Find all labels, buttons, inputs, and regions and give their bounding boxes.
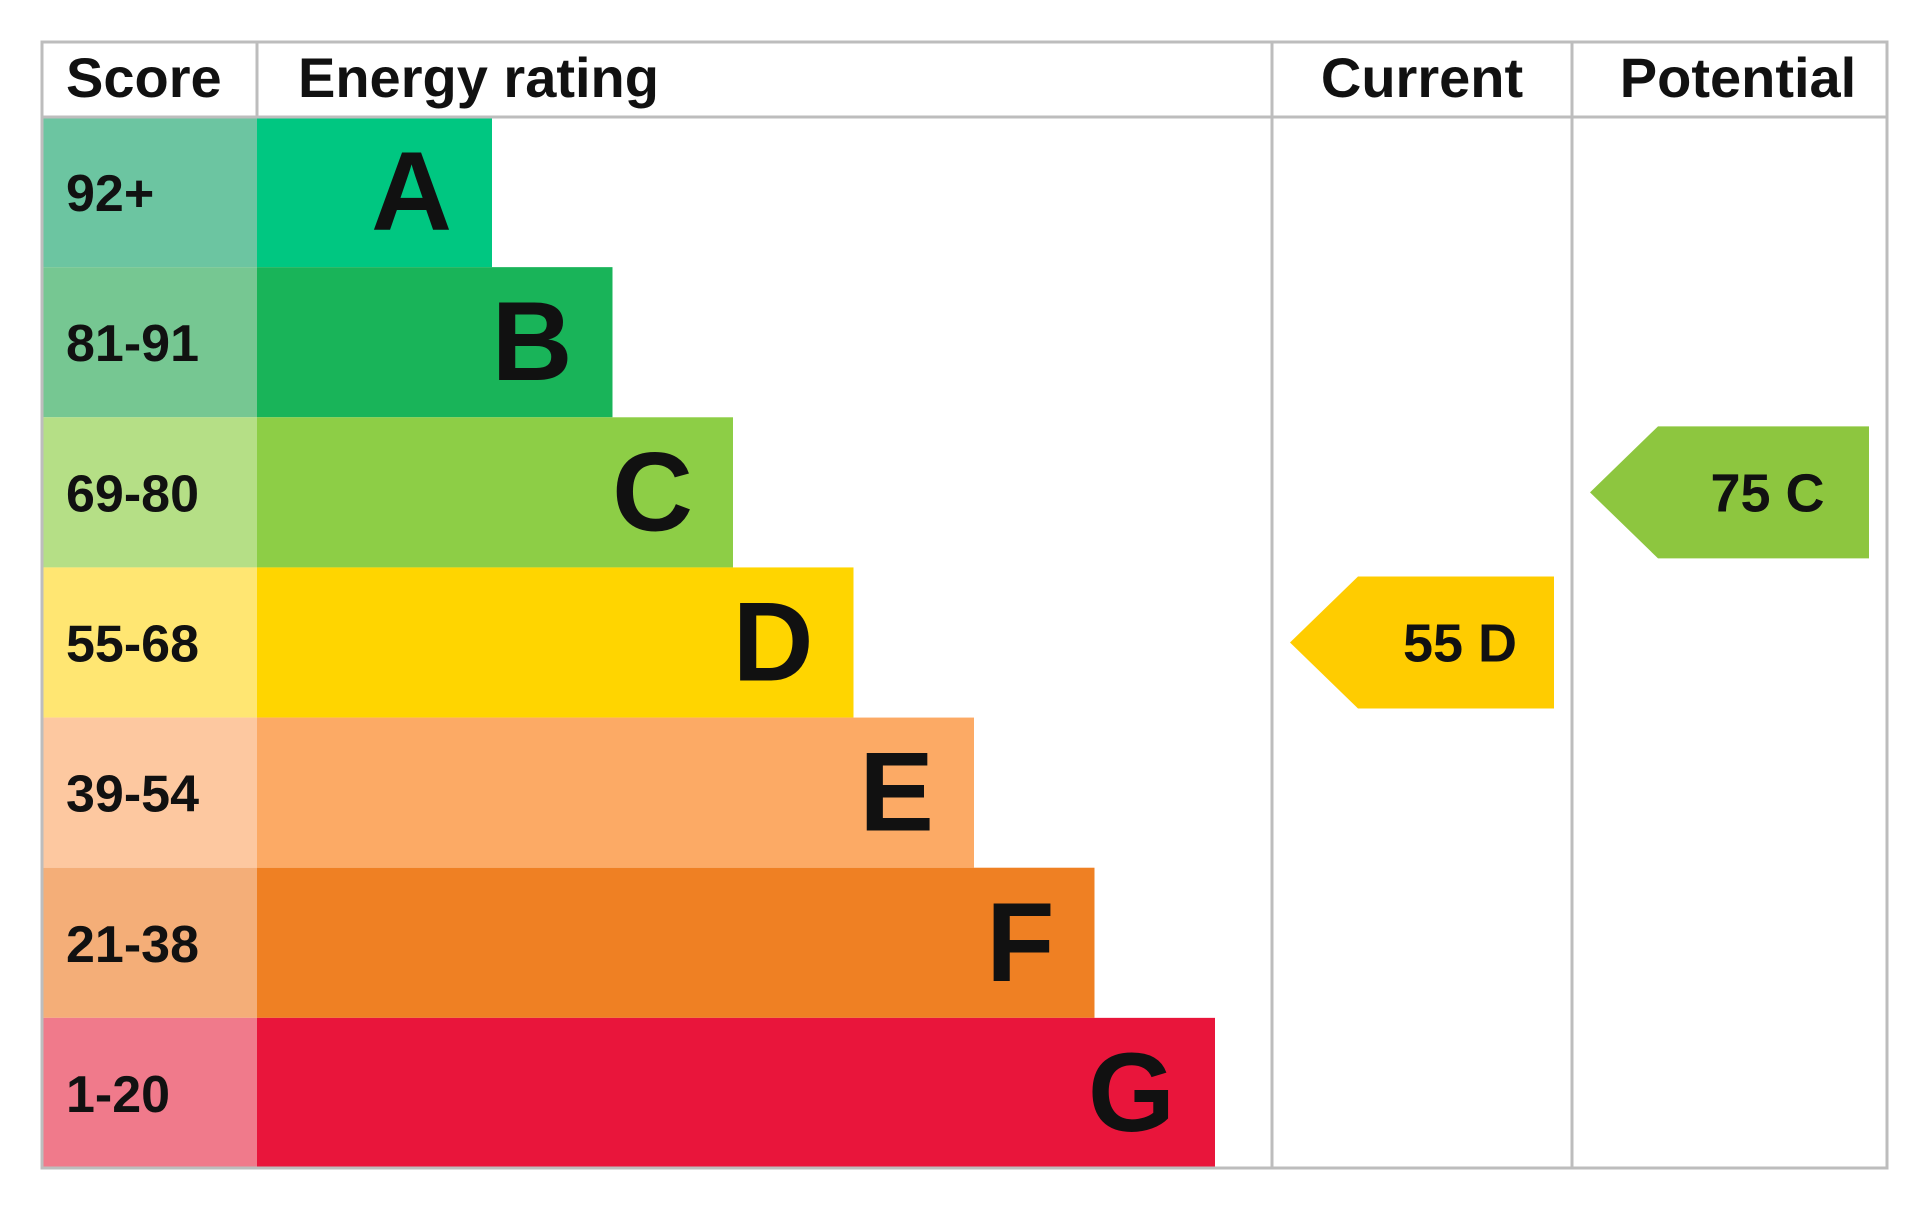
- table-grid: [40, 40, 1889, 1170]
- column-headers: Score Energy rating Current Potential: [66, 46, 1856, 109]
- rating-bar: [257, 117, 492, 268]
- score-range-label: 55-68: [66, 616, 199, 674]
- band-letter: E: [859, 730, 934, 855]
- band-row-c: 69-80 C: [42, 417, 733, 568]
- rating-bar: [257, 417, 733, 568]
- marker-label: 55 D: [1403, 614, 1517, 674]
- band-letter: D: [733, 580, 814, 705]
- score-cell: [42, 717, 257, 868]
- header-score: Score: [66, 46, 222, 109]
- score-range-label: 92+: [66, 165, 154, 223]
- score-range-label: 21-38: [66, 916, 199, 974]
- band-letter: B: [492, 279, 573, 404]
- score-cell: [42, 867, 257, 1018]
- score-range-label: 81-91: [66, 315, 199, 373]
- band-letter: A: [371, 129, 452, 254]
- rating-bar: [257, 267, 613, 418]
- band-letter: C: [612, 429, 693, 554]
- rating-bands: 92+ A 81-91 B 69-80 C 55-68 D 39-54 E 21-38 F 1-20 G: [42, 117, 1215, 1168]
- score-range-label: 1-20: [66, 1066, 170, 1124]
- band-row-g: 1-20 G: [42, 1017, 1215, 1168]
- marker-arrow: [1590, 426, 1869, 559]
- band-row-d: 55-68 D: [42, 567, 854, 718]
- score-cell: [42, 117, 257, 268]
- rating-bar: [257, 1017, 1215, 1168]
- band-letter: G: [1088, 1030, 1175, 1155]
- marker-arrow: [1290, 576, 1554, 709]
- potential-rating-marker: 75 C: [1590, 426, 1869, 559]
- table-border: [40, 40, 1889, 1170]
- score-cell: [42, 1017, 257, 1168]
- current-rating-marker: 55 D: [1290, 576, 1554, 709]
- rating-markers: 55 D 75 C: [1290, 426, 1869, 709]
- band-row-b: 81-91 B: [42, 267, 613, 418]
- rating-bar: [257, 717, 974, 868]
- score-cell: [42, 267, 257, 418]
- score-cell: [42, 417, 257, 568]
- marker-label: 75 C: [1710, 463, 1824, 523]
- band-row-e: 39-54 E: [42, 717, 974, 868]
- rating-bar: [257, 867, 1095, 1018]
- score-range-label: 39-54: [66, 766, 199, 824]
- header-energy-rating: Energy rating: [298, 46, 659, 109]
- header-current: Current: [1321, 46, 1523, 109]
- rating-bar: [257, 567, 854, 718]
- score-range-label: 69-80: [66, 465, 199, 523]
- band-row-f: 21-38 F: [42, 867, 1095, 1018]
- band-row-a: 92+ A: [42, 117, 492, 268]
- band-letter: F: [986, 880, 1054, 1005]
- header-potential: Potential: [1620, 46, 1856, 109]
- score-cell: [42, 567, 257, 718]
